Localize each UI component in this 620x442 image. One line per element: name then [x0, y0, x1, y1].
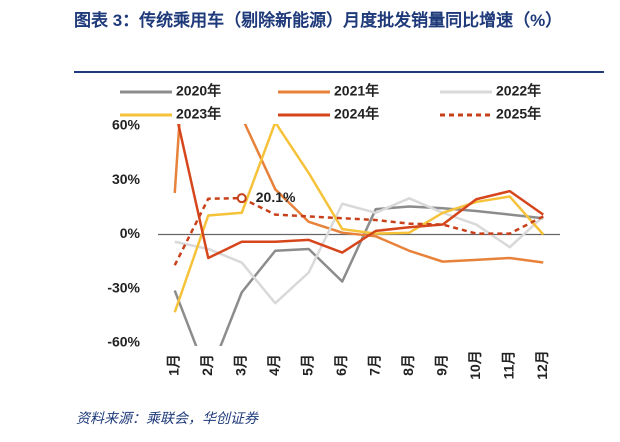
x-tick-label: 7月 — [366, 354, 382, 376]
y-tick-label: 60% — [112, 117, 141, 133]
y-tick-label: 30% — [112, 171, 141, 187]
series-line — [177, 124, 544, 260]
highlight-marker — [236, 193, 247, 204]
chart-title: 图表 3：传统乘用车（剔除新能源）月度批发销量同比增速（%） — [74, 11, 563, 30]
x-tick-label: 1月 — [165, 354, 181, 376]
x-tick-label: 11月 — [500, 351, 516, 380]
x-tick-label: 9月 — [433, 354, 449, 376]
x-tick-label: 2月 — [199, 354, 215, 376]
title-rule — [74, 71, 604, 73]
series-line — [173, 124, 545, 313]
y-tick-label: -30% — [107, 279, 140, 295]
plot — [173, 124, 545, 346]
series-line — [174, 197, 545, 305]
y-tick-label: 0% — [120, 225, 141, 241]
legend-label: 2021年 — [334, 83, 379, 99]
x-tick-label: 12月 — [534, 350, 550, 380]
legend-label: 2023年 — [176, 106, 221, 122]
series-line — [173, 205, 544, 346]
x-tick-label: 6月 — [333, 354, 349, 376]
x-tick-label: 3月 — [232, 354, 248, 376]
x-tick-label: 8月 — [400, 354, 416, 376]
chart: -60% -30% 0% 30% 60% 1月 2月 3月 4月 5月 6月 7月 8月 9月 10月 11月… — [107, 83, 560, 380]
data-label: 20.1% — [256, 189, 296, 205]
series-line — [173, 196, 544, 266]
legend-label: 2022年 — [496, 83, 541, 99]
legend-label: 2024年 — [334, 106, 379, 122]
x-tick-label: 10月 — [467, 350, 483, 380]
x-tick-label: 4月 — [266, 354, 282, 376]
x-tick-label: 5月 — [299, 354, 315, 376]
source: 资料来源：乘联会，华创证券 — [76, 410, 258, 426]
series-line — [173, 124, 544, 264]
y-tick-label: -60% — [107, 334, 140, 350]
legend-label: 2020年 — [176, 83, 221, 99]
legend-label: 2025年 — [496, 106, 541, 122]
